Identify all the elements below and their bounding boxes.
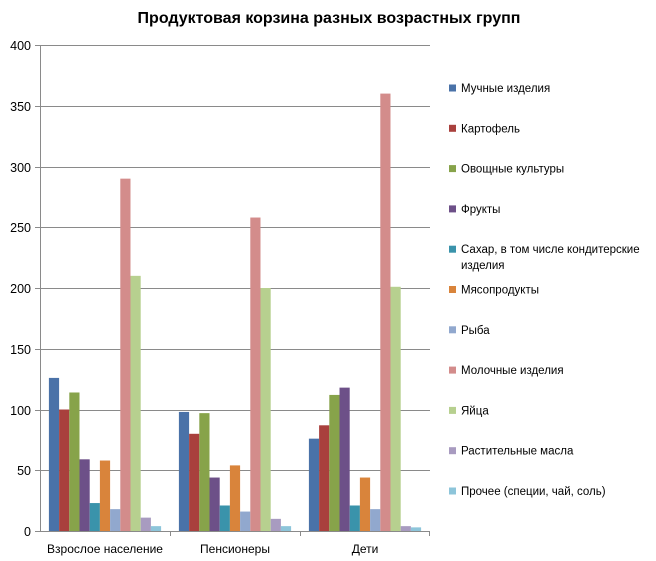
legend-label: Прочее (специи, чай, соль) <box>461 486 606 498</box>
legend-label: Мясопродукты <box>461 285 539 297</box>
bar <box>349 505 360 531</box>
legend-label: Растительные масла <box>461 446 574 458</box>
bar <box>219 505 230 531</box>
bar <box>260 288 271 531</box>
gridlines <box>40 45 430 471</box>
legend-label: Картофель <box>461 123 520 135</box>
legend-label-line: изделия <box>461 260 505 272</box>
bar <box>150 526 162 531</box>
x-category-label: Пенсионеры <box>200 542 270 556</box>
legend-label-line: Овощные культуры <box>461 164 564 176</box>
y-tick-label: 250 <box>10 221 31 235</box>
y-tick-label: 150 <box>10 343 31 357</box>
y-tick-label: 0 <box>24 525 31 539</box>
y-tick-label: 100 <box>10 404 31 418</box>
legend-swatch <box>449 84 456 92</box>
bar <box>370 509 381 531</box>
legend-label-line: Мучные изделия <box>461 83 550 95</box>
legend-swatch <box>449 165 456 173</box>
bar <box>329 394 340 531</box>
bar <box>69 392 80 531</box>
y-tick-label: 300 <box>10 161 31 175</box>
bar <box>380 93 391 531</box>
axes <box>35 45 430 536</box>
legend-label-line: Сахар, в том числе кондитерские <box>461 244 640 256</box>
bar <box>390 286 401 531</box>
legend-swatch <box>449 487 456 495</box>
legend-label-line: Фрукты <box>461 204 500 216</box>
bar <box>189 433 200 531</box>
y-tick-label: 200 <box>10 282 31 296</box>
y-tick-label: 50 <box>17 464 31 478</box>
bar <box>48 377 60 531</box>
x-category-label: Дети <box>352 542 379 556</box>
legend-swatch <box>449 124 456 132</box>
legend-swatch <box>449 406 456 414</box>
legend-label: Яйца <box>461 405 489 417</box>
legend-swatch <box>449 326 456 334</box>
bar <box>319 425 330 531</box>
legend-label: Молочные изделия <box>461 365 564 377</box>
bar <box>280 526 292 531</box>
bar <box>250 217 261 531</box>
bar <box>130 275 141 531</box>
bar <box>89 503 100 531</box>
legend-label-line: Мясопродукты <box>461 285 539 297</box>
legend-label: Сахар, в том числе кондитерские изделия <box>461 244 640 272</box>
legend-label: Мучные изделия <box>461 83 550 95</box>
bar <box>270 518 281 531</box>
x-category-label: Взрослое население <box>47 542 163 556</box>
bar <box>178 411 190 531</box>
tick-labels: 0 50 100 150 200 250 300 350 400 Взрослое населен… <box>10 39 378 556</box>
legend-label-line: Прочее (специи, чай, соль) <box>461 486 606 498</box>
bar <box>209 477 220 531</box>
bar <box>339 387 350 531</box>
bar <box>140 517 151 531</box>
bar <box>59 409 70 531</box>
legend-label-line: Рыба <box>461 325 490 337</box>
legend-label-line: Картофель <box>461 123 520 135</box>
bar <box>359 477 371 531</box>
chart-title: Продуктовая корзина разных возрастных гр… <box>138 10 521 27</box>
legend-swatch <box>449 447 456 455</box>
bar <box>110 509 121 531</box>
legend-label: Овощные культуры <box>461 164 564 176</box>
y-tick-label: 350 <box>10 100 31 114</box>
legend-label: Фрукты <box>461 204 500 216</box>
bar <box>400 526 411 531</box>
legend-swatch <box>449 366 456 374</box>
bar <box>229 465 241 531</box>
legend-label-line: Молочные изделия <box>461 365 564 377</box>
bar <box>199 413 210 531</box>
bars <box>48 93 422 531</box>
legend-swatch <box>449 205 456 213</box>
bar <box>79 459 90 531</box>
bar <box>308 438 320 531</box>
legend-label-line: Яйца <box>461 405 489 417</box>
legend-swatch <box>449 245 456 253</box>
bar <box>240 511 251 531</box>
legend: Мучные изделия Картофель Овощные культуры Ф… <box>449 83 640 498</box>
bar <box>410 527 422 531</box>
y-tick-label: 400 <box>10 39 31 53</box>
bar <box>120 178 131 531</box>
legend-swatch <box>449 286 456 293</box>
legend-label: Рыба <box>461 325 490 337</box>
legend-label-line: Растительные масла <box>461 446 574 458</box>
bar <box>99 460 111 531</box>
